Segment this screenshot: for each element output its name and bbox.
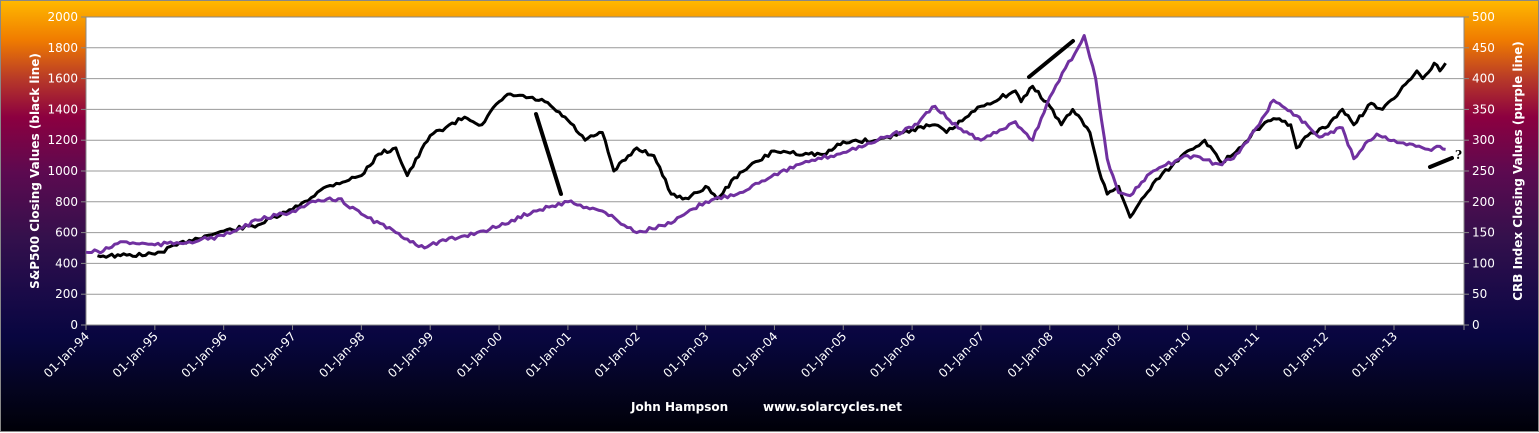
x-tick-label: 01-Jan-07 [936, 329, 987, 380]
x-tick-label: 01-Jan-11 [1211, 329, 1262, 380]
annotation-line-2000 [534, 112, 563, 196]
x-tick-label: 01-Jan-99 [385, 329, 436, 380]
y-right-tick-label: 150 [1472, 226, 1495, 240]
x-tick-label: 01-Jan-12 [1280, 329, 1331, 380]
x-tick-label: 01-Jan-95 [110, 329, 161, 380]
annotation-line-2008 [1027, 39, 1075, 79]
y-right-tick-label: 500 [1472, 10, 1495, 24]
sp500-line [97, 61, 1447, 259]
x-tick-label: 01-Jan-01 [523, 329, 574, 380]
crb-line [85, 34, 1446, 255]
x-tick-label: 01-Jan-02 [592, 329, 643, 380]
y-left-tick-label: 800 [55, 195, 78, 209]
y-left-tick-label: 1200 [47, 133, 78, 147]
annotation-line-2013 [1428, 156, 1454, 169]
y-left-tick-label: 1000 [47, 164, 78, 178]
y-right-tick-label: 100 [1472, 256, 1495, 270]
x-tick-label: 01-Jan-98 [316, 329, 367, 380]
y-left-tick-label: 1600 [47, 72, 78, 86]
y-left-tick-label: 1400 [47, 102, 78, 116]
x-tick-label: 01-Jan-00 [454, 329, 505, 380]
x-tick-label: 01-Jan-09 [1074, 329, 1125, 380]
y-right-tick-label: 200 [1472, 195, 1495, 209]
y-left-tick-label: 0 [70, 318, 78, 332]
x-tick-label: 01-Jan-96 [179, 329, 230, 380]
y-right-tick-label: 450 [1472, 41, 1495, 55]
y-left-tick-label: 400 [55, 256, 78, 270]
right-axis-title: CRB Index Closing Values (purple line) [1511, 41, 1525, 301]
x-tick-label: 01-Jan-94 [41, 329, 92, 380]
y-right-tick-label: 50 [1472, 287, 1487, 301]
y-left-tick-label: 200 [55, 287, 78, 301]
x-tick-label: 01-Jan-08 [1005, 329, 1056, 380]
x-tick-label: 01-Jan-06 [867, 329, 918, 380]
x-tick-label: 01-Jan-03 [661, 329, 712, 380]
footer-author: John Hampson [630, 400, 728, 414]
y-right-tick-label: 350 [1472, 102, 1495, 116]
footer-site: www.solarcycles.net [763, 400, 902, 414]
x-tick-label: 01-Jan-97 [247, 329, 298, 380]
x-tick-label: 01-Jan-10 [1142, 329, 1193, 380]
y-right-tick-label: 300 [1472, 133, 1495, 147]
y-right-tick-label: 400 [1472, 72, 1495, 86]
y-right-tick-label: 0 [1472, 318, 1480, 332]
annotation-question-mark: ? [1455, 148, 1462, 162]
x-tick-label: 01-Jan-13 [1349, 329, 1400, 380]
y-left-tick-label: 1800 [47, 41, 78, 55]
y-left-tick-label: 2000 [47, 10, 78, 24]
x-tick-label: 01-Jan-04 [729, 329, 780, 380]
x-tick-label: 01-Jan-05 [798, 329, 849, 380]
left-axis-title: S&P500 Closing Values (black line) [28, 53, 42, 289]
y-left-tick-label: 600 [55, 226, 78, 240]
y-right-tick-label: 250 [1472, 164, 1495, 178]
